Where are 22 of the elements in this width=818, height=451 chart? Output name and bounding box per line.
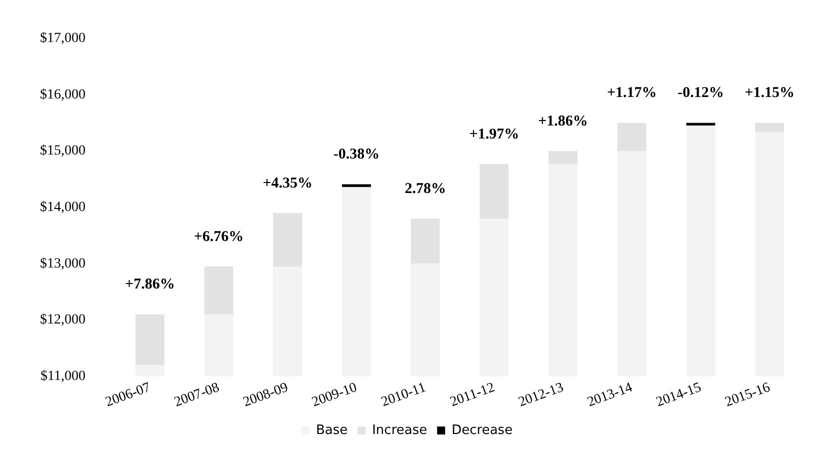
annotation: -0.38%	[333, 146, 380, 163]
y-tick-label: $14,000	[40, 200, 86, 215]
y-tick-label: $16,000	[40, 87, 86, 102]
legend-label: Decrease	[452, 422, 513, 438]
y-tick-label: $11,000	[40, 368, 86, 384]
legend-label: Increase	[372, 422, 428, 438]
x-tick-label: 2011-12	[448, 380, 497, 410]
annotation: +1.15%	[744, 85, 794, 102]
annotation: +6.76%	[194, 228, 244, 245]
y-tick-label: $12,000	[40, 312, 86, 328]
annotation: +7.86%	[125, 276, 175, 293]
annotation: +1.86%	[538, 113, 588, 130]
annotation: +1.97%	[469, 126, 520, 142]
annotation: 2.78%	[404, 180, 446, 197]
legend-label: Base	[316, 422, 348, 438]
y-tick-label: $17,000	[40, 31, 86, 46]
annotation: -0.12%	[678, 85, 724, 102]
y-tick-label: $15,000	[40, 144, 86, 159]
x-tick-label: 2010-11	[380, 380, 428, 410]
annotation: +1.17%	[606, 85, 657, 102]
annotation: +4.35%	[262, 175, 313, 192]
y-tick-label: $13,000	[40, 256, 86, 272]
